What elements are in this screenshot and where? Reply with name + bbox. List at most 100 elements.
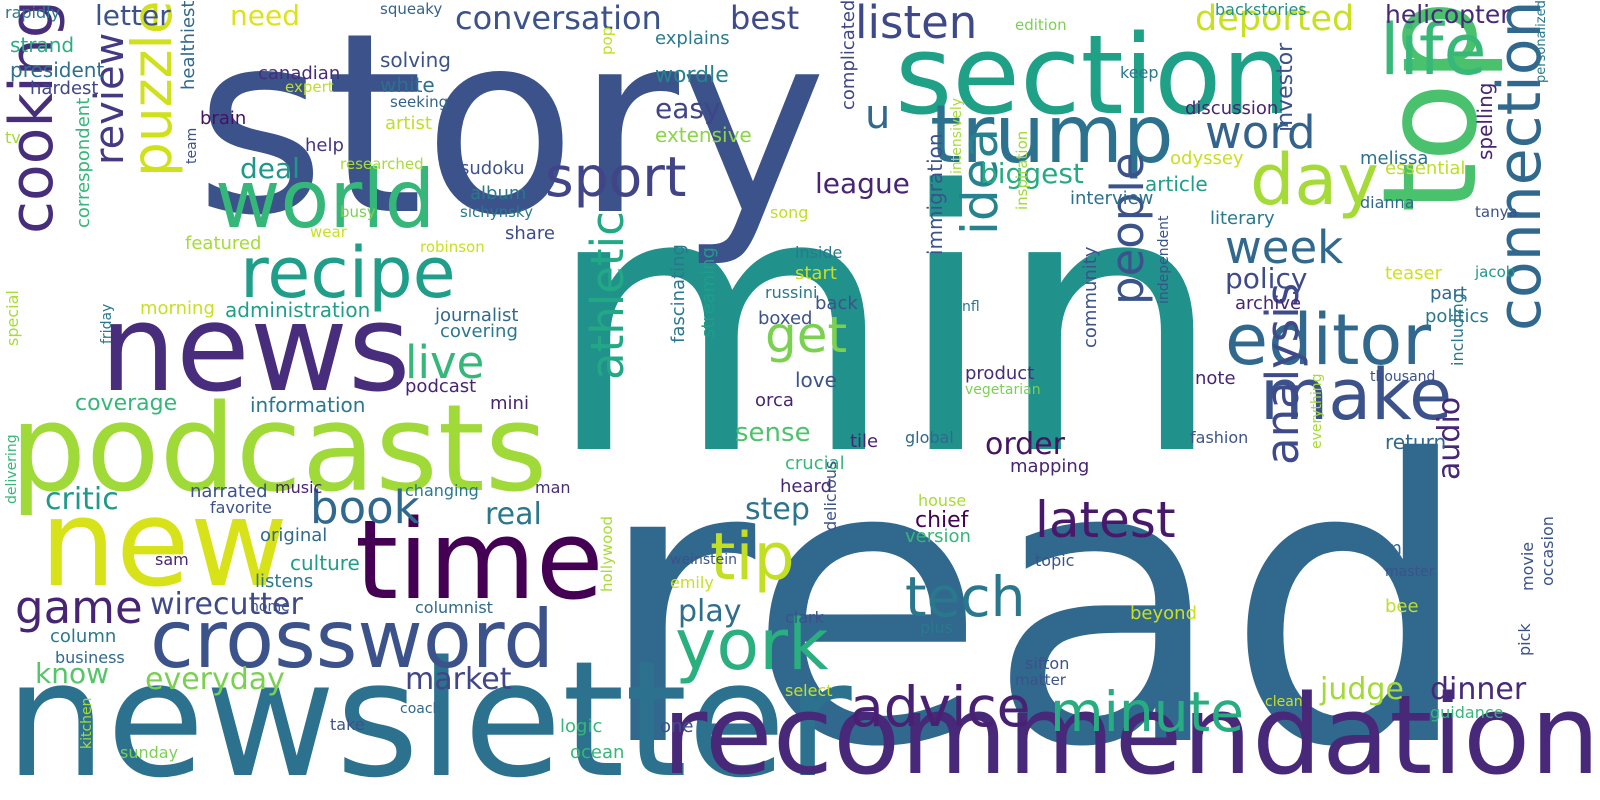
cloud-word: coverage: [75, 391, 178, 416]
cloud-word: sifton: [1025, 654, 1070, 673]
cloud-word: word: [1205, 106, 1316, 159]
cloud-word: vegetarian: [965, 382, 1041, 398]
cloud-word: politics: [1425, 306, 1489, 327]
cloud-word: trump: [930, 88, 1174, 181]
cloud-word: dianna: [1360, 193, 1415, 212]
cloud-word: hollywood: [598, 515, 616, 592]
cloud-word: deported: [1195, 0, 1355, 39]
cloud-word: topic: [1035, 551, 1075, 570]
cloud-word: select: [785, 681, 833, 700]
cloud-word: intensively: [949, 98, 965, 174]
cloud-word: beyond: [1130, 603, 1197, 624]
cloud-word: play: [678, 594, 742, 629]
cloud-word: critic: [45, 482, 119, 517]
cloud-word: dinner: [1430, 672, 1527, 707]
cloud-word: changing: [405, 481, 479, 500]
cloud-word: sichynsky: [460, 203, 533, 221]
cloud-word: sense: [735, 418, 811, 448]
cloud-word: start: [795, 263, 837, 284]
cloud-word: newsletter: [5, 626, 852, 800]
cloud-word: week: [1225, 221, 1344, 274]
cloud-word: healthiest: [178, 0, 199, 90]
cloud-word: conversation: [455, 0, 662, 37]
cloud-word: chief: [915, 508, 969, 533]
cloud-word: clean: [1265, 694, 1303, 710]
cloud-word: spelling: [1473, 82, 1497, 160]
cloud-word: discussion: [1185, 98, 1279, 119]
cloud-word: including: [1448, 293, 1467, 366]
cloud-word: narrated: [190, 481, 268, 502]
cloud-word: tech: [905, 565, 1026, 629]
cloud-word: odyssey: [1170, 148, 1244, 169]
cloud-word: hardest: [30, 78, 99, 99]
cloud-word: coach: [400, 701, 442, 717]
cloud-word: house: [918, 491, 967, 510]
cloud-word: tv: [5, 128, 21, 147]
cloud-word: pick: [1515, 623, 1534, 656]
cloud-word: everything: [1309, 373, 1325, 449]
cloud-word: u: [865, 92, 891, 138]
cloud-word: robinson: [420, 238, 485, 256]
cloud-word: morning: [140, 298, 215, 319]
cloud-word: tile: [850, 431, 879, 452]
cloud-word: archive: [1235, 293, 1302, 314]
cloud-word: friday: [99, 303, 115, 344]
cloud-word: fascinating: [668, 244, 689, 343]
cloud-word: pop: [598, 26, 616, 55]
cloud-word: letter: [95, 0, 171, 32]
cloud-word: market: [405, 662, 512, 697]
cloud-word: columnist: [415, 598, 493, 617]
cloud-word: wear: [310, 223, 347, 241]
cloud-word: podcast: [405, 376, 477, 397]
cloud-word: athletic: [581, 211, 634, 380]
cloud-word: business: [55, 648, 125, 667]
cloud-word: extensive: [655, 123, 752, 147]
cloud-word: everyday: [145, 662, 285, 697]
cloud-word: listens: [255, 571, 314, 592]
cloud-word: orca: [755, 390, 794, 411]
cloud-word: column: [50, 626, 117, 647]
cloud-word: matter: [1015, 671, 1066, 689]
cloud-word: correspondent: [73, 97, 94, 228]
cloud-word: take: [330, 715, 365, 734]
cloud-word: sport: [545, 145, 687, 209]
cloud-word: bee: [1385, 596, 1419, 617]
cloud-word: book: [310, 481, 420, 534]
cloud-word: teaser: [1385, 263, 1443, 284]
cloud-word: original: [260, 525, 328, 546]
cloud-word: covering: [440, 321, 518, 342]
cloud-word: game: [15, 581, 143, 634]
cloud-word: delicious: [821, 460, 840, 531]
cloud-word: edition: [1015, 16, 1067, 34]
cloud-word: need: [230, 0, 300, 32]
cloud-word: album: [470, 183, 527, 204]
cloud-word: fashion: [1190, 428, 1249, 447]
cloud-word: live: [405, 336, 485, 389]
cloud-word: biggest: [980, 157, 1084, 190]
cloud-word: thousand: [1370, 369, 1436, 385]
cloud-word: section: [895, 11, 1292, 139]
cloud-word: boxed: [758, 308, 813, 329]
cloud-word: best: [730, 0, 800, 37]
cloud-word: editor: [1225, 299, 1432, 381]
cloud-word: story: [195, 0, 827, 270]
cloud-word: get: [765, 306, 848, 364]
cloud-word: recommendation: [662, 671, 1600, 799]
cloud-word: nfl: [962, 299, 980, 315]
cloud-word: white: [380, 73, 435, 97]
cloud-word: part: [1430, 283, 1467, 304]
cloud-word: explains: [655, 28, 730, 49]
cloud-word: information: [250, 393, 366, 417]
cloud-word: community: [1080, 246, 1101, 348]
cloud-word: time: [355, 496, 604, 624]
cloud-word: advice: [850, 675, 1031, 739]
cloud-word: independent: [1156, 215, 1172, 305]
cloud-word: streaming: [698, 247, 719, 338]
cloud-word: researched: [340, 155, 424, 173]
cloud-word: team: [184, 127, 200, 164]
cloud-word: love: [795, 368, 837, 392]
cloud-word: one: [660, 716, 694, 737]
cloud-word: movie: [1518, 541, 1537, 591]
cloud-word: culture: [290, 551, 360, 575]
cloud-word: emily: [670, 573, 714, 592]
